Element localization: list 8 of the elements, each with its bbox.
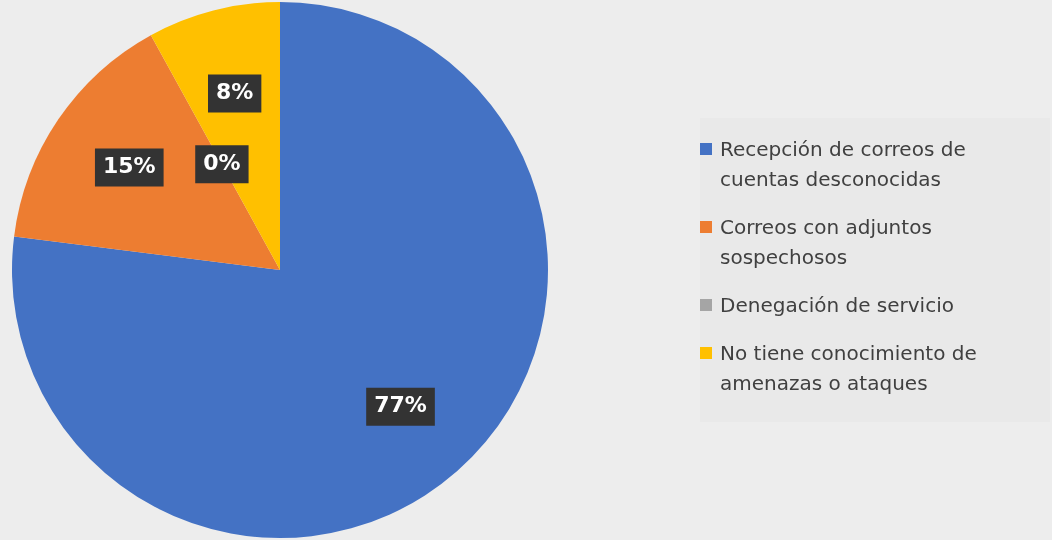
legend-label: Correos con adjuntos sospechosos (720, 214, 933, 271)
legend-label: No tiene conocimiento de amenazas o ataques (720, 340, 978, 397)
legend-label: Recepción de correos de cuentas desconocidas (720, 136, 967, 193)
data-label: 8% (216, 79, 254, 105)
text: 0% (203, 150, 241, 176)
data-label: 77% (374, 392, 427, 418)
legend-label: Denegación de servicio (720, 292, 954, 319)
data-label: 15% (102, 153, 156, 179)
